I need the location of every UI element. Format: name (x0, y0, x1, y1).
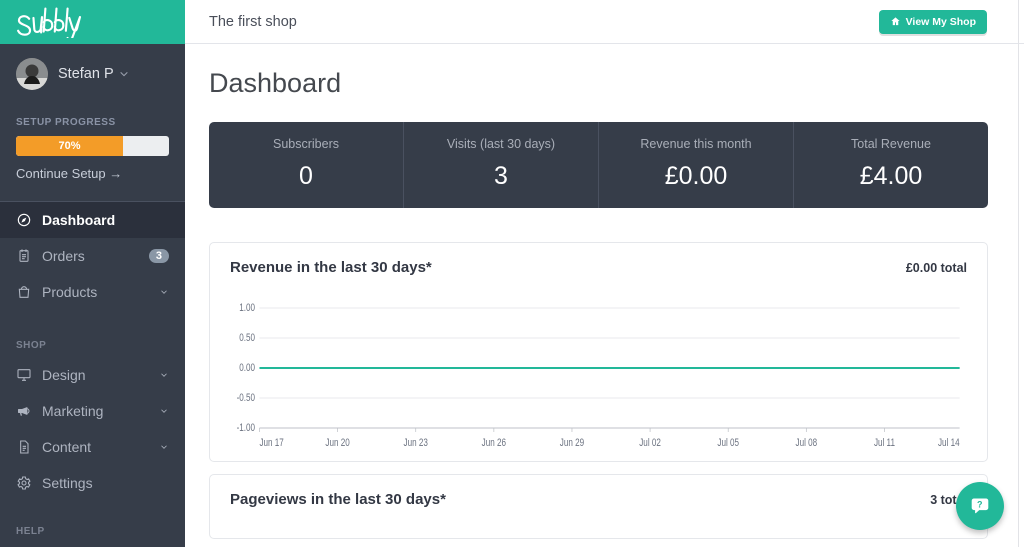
svg-text:Jun 29: Jun 29 (560, 437, 584, 448)
svg-text:0.50: 0.50 (239, 332, 255, 345)
svg-text:Jun 17: Jun 17 (259, 437, 283, 448)
svg-text:Jul 14: Jul 14 (938, 437, 960, 448)
svg-text:Jul 11: Jul 11 (874, 437, 895, 448)
svg-text:Jun 20: Jun 20 (325, 437, 349, 448)
svg-text:0.00: 0.00 (239, 362, 255, 375)
svg-text:-1.00: -1.00 (237, 422, 255, 435)
svg-text:Jul 02: Jul 02 (639, 437, 661, 448)
svg-text:Jul 05: Jul 05 (717, 437, 739, 448)
svg-text:Jun 26: Jun 26 (482, 437, 506, 448)
svg-text:Jul 08: Jul 08 (796, 437, 818, 448)
svg-text:?: ? (977, 499, 983, 509)
svg-text:-0.50: -0.50 (237, 392, 255, 405)
svg-text:Jun 23: Jun 23 (404, 437, 428, 448)
svg-text:1.00: 1.00 (239, 302, 255, 315)
